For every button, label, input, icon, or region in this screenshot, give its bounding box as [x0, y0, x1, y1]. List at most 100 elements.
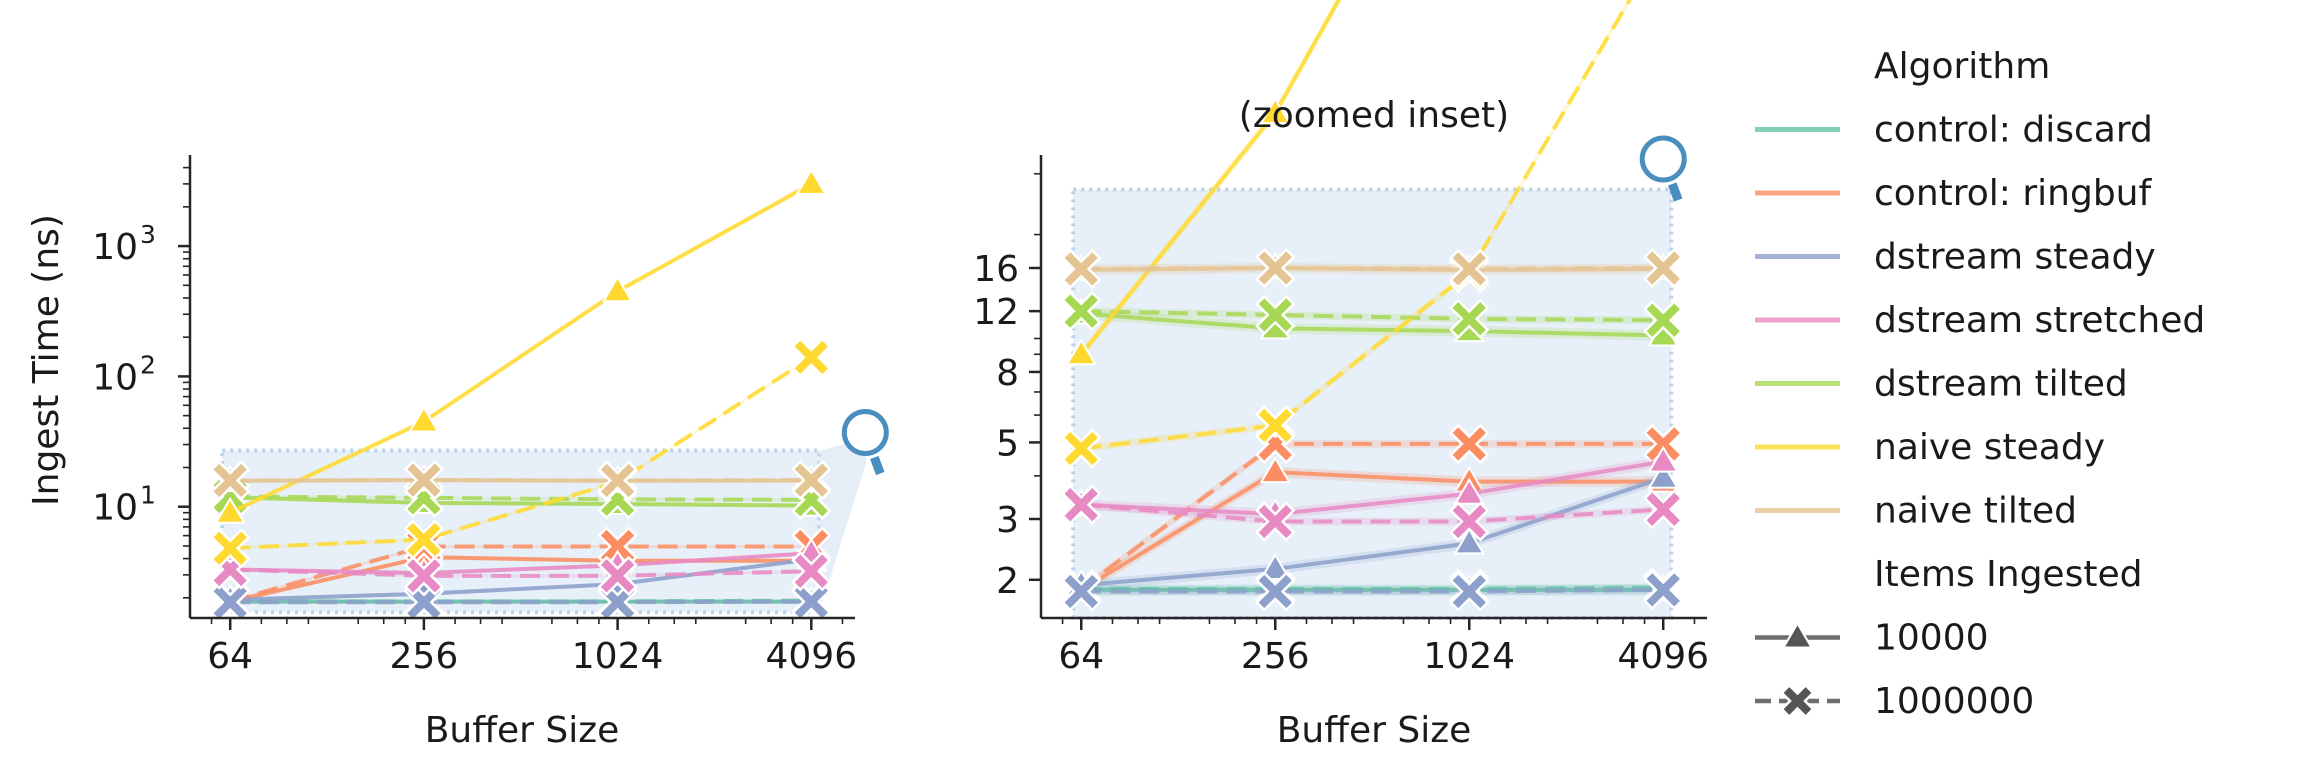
- marker-x-control-ringbuf-1000000-2: [600, 529, 635, 564]
- marker-x-dstream-steady-1000000-1: [407, 585, 441, 619]
- y-tick-label: 2: [996, 561, 1019, 602]
- marker-triangle-naive-steady-10000-3: [795, 167, 828, 195]
- marker-x-dstream-stretched-1000000-3: [794, 554, 828, 588]
- series-line-dstream-stretched-1000000: [1081, 502, 1664, 524]
- marker-triangle-dstream-stretched-10000-2: [1453, 477, 1485, 505]
- legend-label-10000: 10000: [1874, 618, 1989, 659]
- y-tick-label: 10: [92, 357, 138, 398]
- magnifier-handle: [870, 455, 885, 476]
- marker-x-control-ringbuf-1000000-2: [1452, 427, 1486, 461]
- right-panel-title: (zoomed inset): [1239, 95, 1509, 136]
- series-line-dstream-tilted-1000000: [1081, 309, 1664, 323]
- marker-x-dstream-stretched-1000000-3: [1646, 492, 1680, 526]
- series-line-naive-steady-1000000: [1081, 0, 1632, 451]
- legend-label-dstream-steady: dstream steady: [1874, 237, 2156, 278]
- inset-region: [1071, 135, 1687, 620]
- y-tick-label: 3: [996, 500, 1019, 541]
- marker-triangle-naive-steady-10000-0: [1065, 338, 1097, 366]
- marker-triangle-naive-steady-10000-1: [408, 405, 440, 433]
- marker-triangle-naive-steady-10000-2: [601, 275, 634, 303]
- marker-x-dstream-tilted-1000000-2: [1452, 302, 1486, 336]
- marker-triangle-dstream-steady-10000-1: [1259, 552, 1291, 580]
- inset-connector: [819, 438, 867, 613]
- marker-x-naive-tilted-1000000-0: [1064, 252, 1098, 286]
- marker-triangle-dstream-steady-10000-2: [1453, 527, 1485, 555]
- left-x-axis-label: Buffer Size: [425, 710, 620, 751]
- legend: Algorithm control: discard control: ringbu…: [1755, 46, 2205, 722]
- marker-x-dstream-tilted-1000000-1: [1258, 298, 1292, 332]
- y-tick-exponent: 2: [140, 350, 156, 379]
- y-tick-exponent: 1: [140, 481, 156, 510]
- x-tick-label: 64: [207, 636, 253, 677]
- legend-label-dstream-tilted: dstream tilted: [1874, 364, 2128, 405]
- inset-region: [220, 409, 889, 615]
- marker-x-control-ringbuf-1000000-3: [1646, 427, 1680, 461]
- marker-x-dstream-stretched-1000000-2: [600, 559, 635, 593]
- marker-triangle-dstream-steady-10000-3: [1647, 461, 1679, 489]
- marker-x-dstream-steady-1000000-2: [1452, 574, 1486, 609]
- legend-title-algorithm: Algorithm: [1874, 46, 2050, 87]
- series-line-dstream-stretched-10000: [1081, 459, 1664, 517]
- magnifier-icon: [1639, 135, 1687, 202]
- y-tick-label: 10: [92, 488, 138, 529]
- marker-triangle-naive-steady-10000-1: [1259, 96, 1291, 124]
- marker-x-dstream-tilted-1000000-0: [1064, 294, 1098, 328]
- marker-x-dstream-stretched-1000000-1: [1258, 504, 1292, 539]
- marker-x-naive-tilted-1000000-1: [1258, 251, 1292, 285]
- series-line-naive-steady-10000: [229, 182, 813, 515]
- legend-label-naive-steady: naive steady: [1874, 427, 2105, 468]
- series-line-naive-tilted-1000000: [1081, 266, 1664, 271]
- marker-x-dstream-stretched-1000000-1: [407, 559, 441, 593]
- y-tick-label: 16: [973, 249, 1019, 290]
- marker-x-dstream-stretched-1000000-0: [1064, 488, 1098, 522]
- marker-x-dstream-stretched-1000000-2: [1452, 504, 1486, 539]
- x-tick-label: 1024: [572, 636, 664, 677]
- series-line-control-ringbuf-10000: [1080, 470, 1664, 592]
- x-tick-label: 4096: [765, 636, 857, 677]
- right-x-axis-label: Buffer Size: [1277, 710, 1472, 751]
- y-tick-label: 10: [92, 227, 138, 268]
- series-line-dstream-stretched-1000000: [230, 567, 812, 578]
- series-line-dstream-tilted-10000: [1081, 311, 1664, 338]
- marker-x-dstream-steady-1000000-2: [600, 585, 635, 619]
- y-tick-label: 12: [973, 292, 1019, 333]
- series-layer: [210, 167, 832, 623]
- magnifier-lens: [1639, 135, 1687, 183]
- y-tick-label: 8: [996, 353, 1019, 394]
- series-layer: [1061, 0, 1684, 612]
- y-tick-exponent: 3: [140, 220, 156, 249]
- marker-x-dstream-steady-1000000-0: [213, 585, 247, 619]
- y-tick-label: 5: [996, 423, 1019, 464]
- marker-x-dstream-steady-1000000-3: [794, 584, 828, 619]
- series-line-dstream-steady-10000: [230, 557, 812, 602]
- legend-marker-triangle: [1781, 621, 1814, 649]
- series-line-dstream-steady-1000000: [1081, 587, 1664, 594]
- legend-label-naive-tilted: naive tilted: [1874, 491, 2077, 532]
- magnifier-handle: [1668, 182, 1683, 202]
- marker-x-naive-steady-1000000-3: [794, 340, 828, 375]
- marker-x-naive-tilted-1000000-1: [407, 463, 441, 497]
- inset-region-box: [220, 448, 822, 615]
- x-tick-label: 4096: [1617, 636, 1709, 677]
- legend-label-1000000: 1000000: [1874, 681, 2034, 722]
- series-line-dstream-tilted-10000: [230, 495, 812, 508]
- series-line-dstream-steady-10000: [1081, 475, 1664, 588]
- marker-triangle-dstream-stretched-10000-3: [1647, 445, 1679, 473]
- series-line-control-ringbuf-1000000: [1080, 441, 1664, 591]
- legend-title-items: Items Ingested: [1874, 554, 2142, 595]
- series-line-naive-steady-1000000: [230, 355, 813, 551]
- inset-region-box: [1071, 187, 1674, 620]
- marker-x-naive-steady-1000000-1: [407, 522, 441, 557]
- marker-x-naive-steady-1000000-0: [213, 531, 247, 565]
- marker-x-dstream-steady-1000000-3: [1646, 573, 1680, 607]
- legend-label-dstream-stretched: dstream stretched: [1874, 300, 2205, 341]
- x-tick-label: 256: [390, 636, 459, 677]
- legend-marker-x: [1783, 687, 1812, 715]
- series-line-dstream-tilted-1000000: [230, 494, 812, 502]
- ci-band-control-ringbuf-10000: [1081, 467, 1664, 596]
